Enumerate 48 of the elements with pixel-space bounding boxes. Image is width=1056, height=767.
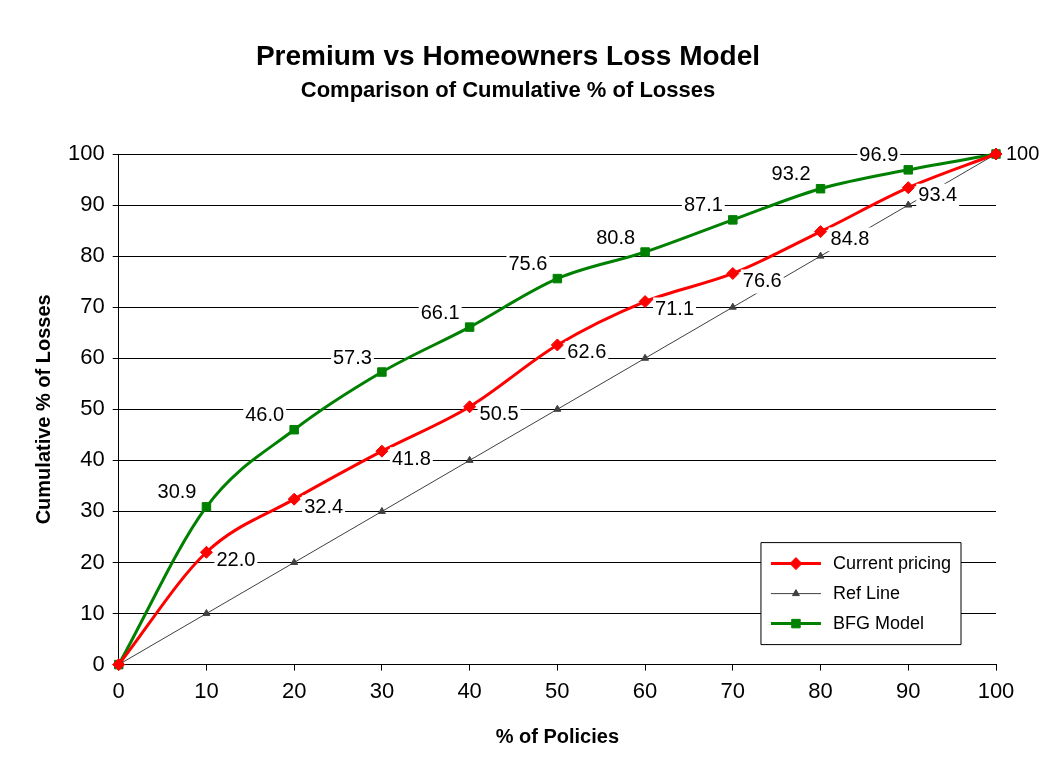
x-tick-label: 60 [632, 677, 658, 703]
data-label: 93.2 [771, 162, 811, 185]
y-tick-label: 70 [80, 293, 105, 319]
x-tick-label: 50 [545, 677, 570, 703]
x-tick-label: 80 [808, 677, 833, 703]
legend-label: Current pricing [832, 552, 951, 573]
chart-title: Premium vs Homeowners Loss Model [255, 39, 761, 71]
x-tick-label: 100 [977, 677, 1015, 703]
y-tick-label: 80 [80, 242, 105, 268]
data-label: 93.4 [918, 183, 958, 206]
data-label: 62.6 [567, 340, 607, 363]
legend-label: BFG Model [832, 612, 924, 633]
x-tick-label: 40 [457, 677, 482, 703]
data-label: 76.6 [742, 269, 782, 291]
y-tick-label: 20 [80, 548, 105, 574]
data-label: 41.8 [391, 446, 431, 469]
x-tick-label: 90 [896, 677, 921, 703]
data-label: 66.1 [420, 300, 460, 323]
y-tick-label: 50 [80, 395, 105, 421]
x-tick-label: 30 [369, 677, 395, 703]
data-label: 80.8 [596, 225, 636, 248]
x-axis-title: % of Policies [495, 724, 620, 747]
y-tick-label: 0 [92, 650, 105, 676]
data-label: 75.6 [508, 252, 548, 275]
data-label: 84.8 [830, 227, 870, 250]
data-label: 71.1 [655, 297, 695, 320]
data-label: 87.1 [683, 193, 723, 216]
data-label: 32.4 [304, 494, 344, 517]
x-tick-label: 70 [720, 677, 746, 703]
data-label: 22.0 [216, 547, 256, 570]
x-tick-label: 0 [112, 677, 125, 703]
data-label: 100 [1006, 141, 1040, 164]
y-tick-label: 60 [80, 344, 105, 370]
y-tick-label: 10 [80, 599, 105, 625]
y-tick-label: 30 [80, 497, 105, 523]
y-tick-label: 40 [80, 446, 105, 472]
data-label: 50.5 [479, 402, 519, 425]
data-label: 57.3 [332, 345, 372, 368]
x-tick-label: 20 [281, 677, 307, 703]
y-tick-label: 90 [80, 191, 105, 217]
data-label: 96.9 [859, 143, 899, 166]
x-tick-label: 10 [194, 677, 219, 703]
y-axis-title: Cumulative % of Losses [31, 294, 54, 525]
data-label: 30.9 [157, 480, 197, 503]
legend-label: Ref Line [832, 582, 900, 603]
chart-subtitle: Comparison of Cumulative % of Losses [300, 76, 716, 102]
y-tick-label: 100 [67, 140, 105, 166]
data-label: 46.0 [245, 403, 285, 426]
